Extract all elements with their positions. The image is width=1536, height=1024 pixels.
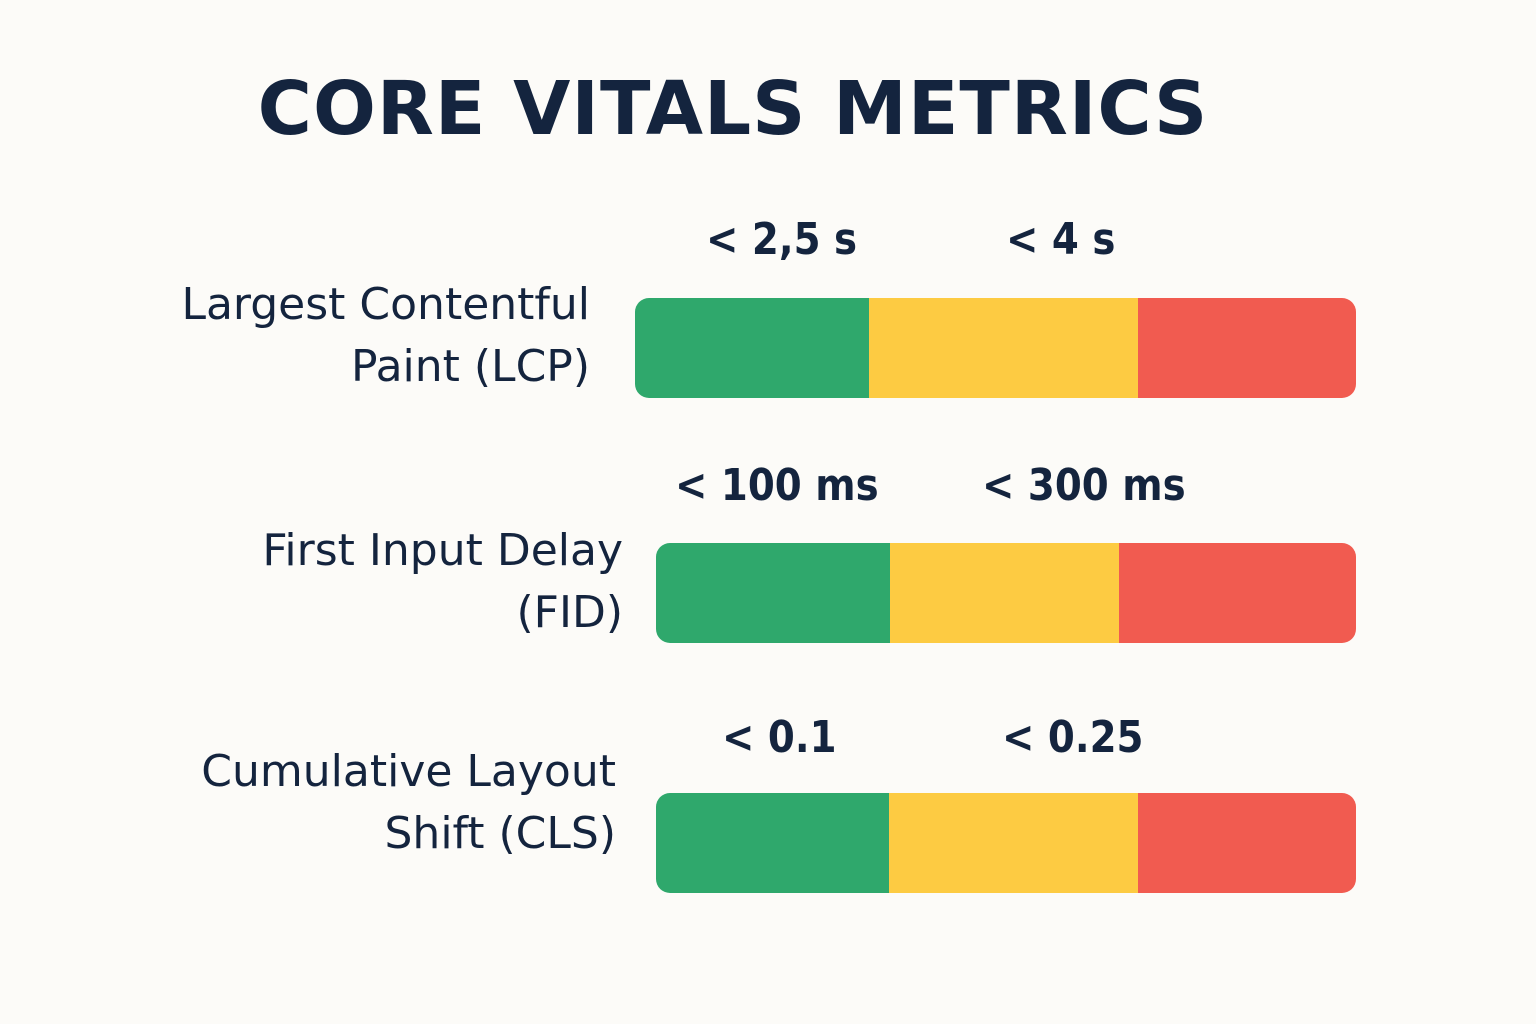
metric-label-line1: Largest Contentful xyxy=(181,279,590,330)
threshold-needs-improvement: < 4 s xyxy=(1006,214,1116,265)
metric-label-lcp: Largest Contentful Paint (LCP) xyxy=(100,274,590,398)
segment-good xyxy=(656,543,890,643)
metric-label-line2: Paint (LCP) xyxy=(351,341,590,392)
metric-label-line1: First Input Delay xyxy=(262,525,623,576)
segment-needs-improvement xyxy=(889,543,1119,643)
threshold-good: < 0.1 xyxy=(722,712,837,763)
metric-bar-lcp xyxy=(635,298,1356,398)
metric-bar-fid xyxy=(656,543,1356,643)
metric-label-cls: Cumulative Layout Shift (CLS) xyxy=(120,741,616,865)
threshold-needs-improvement: < 0.25 xyxy=(1002,712,1144,763)
metric-label-line2: (FID) xyxy=(516,587,624,638)
threshold-good: < 2,5 s xyxy=(706,214,858,265)
metric-label-line1: Cumulative Layout xyxy=(201,746,616,797)
metric-label-fid: First Input Delay (FID) xyxy=(120,520,623,644)
segment-poor xyxy=(1138,298,1356,398)
segment-poor xyxy=(1138,793,1356,893)
segment-poor xyxy=(1118,543,1356,643)
segment-good xyxy=(635,298,870,398)
segment-needs-improvement xyxy=(889,793,1139,893)
threshold-good: < 100 ms xyxy=(675,460,879,511)
threshold-needs-improvement: < 300 ms xyxy=(982,460,1186,511)
segment-needs-improvement xyxy=(869,298,1139,398)
metric-bar-cls xyxy=(656,793,1356,893)
metric-label-line2: Shift (CLS) xyxy=(384,808,617,859)
page-title: CORE VITALS METRICS xyxy=(257,66,1209,152)
segment-good xyxy=(656,793,890,893)
